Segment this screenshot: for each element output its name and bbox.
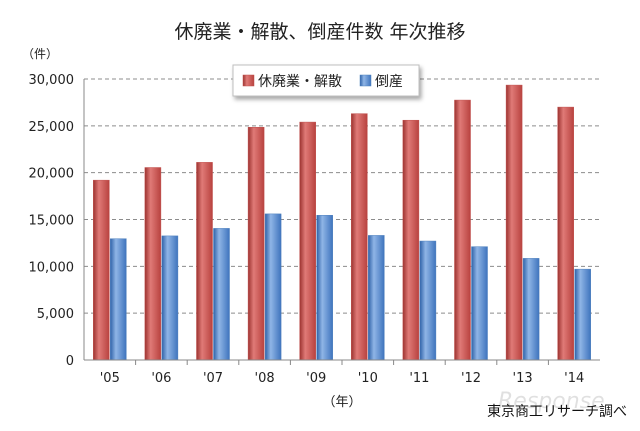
x-tick-label: '05: [100, 371, 120, 386]
x-tick-label: '14: [564, 371, 584, 386]
x-tick-label: '11: [409, 371, 429, 386]
bar-bankruptcy: [419, 240, 437, 361]
chart-title: 休廃業・解散、倒産件数 年次推移: [174, 21, 465, 43]
legend-swatch: [359, 74, 372, 87]
legend-label: 倒産: [375, 74, 403, 90]
bar-bankruptcy: [110, 238, 127, 361]
legend-swatch: [242, 74, 255, 87]
bar-bankruptcy: [213, 228, 230, 361]
legend-box: [232, 64, 420, 97]
y-tick-label: 10,000: [29, 260, 75, 275]
bar-closure: [93, 179, 110, 361]
bar-closure: [144, 167, 162, 361]
bar-bankruptcy: [368, 235, 385, 361]
x-tick-label: '13: [513, 371, 533, 386]
bar-closure: [557, 106, 574, 361]
bar-closure: [299, 121, 316, 361]
source-note: 東京商工リサーチ調べ: [487, 404, 627, 420]
bar-closure: [454, 99, 471, 361]
y-tick-label: 25,000: [29, 120, 75, 135]
y-tick-label: 30,000: [29, 73, 75, 88]
bar-closure: [402, 119, 420, 361]
x-tick-label: '09: [306, 371, 326, 386]
y-tick-label: 15,000: [29, 214, 75, 229]
bars: [93, 84, 591, 361]
x-tick-label: '06: [151, 371, 171, 386]
bar-bankruptcy: [522, 258, 540, 361]
bar-closure: [247, 126, 265, 361]
x-axis-label: （年）: [322, 395, 361, 410]
x-tick-label: '08: [255, 371, 275, 386]
x-tick-label: '07: [203, 371, 223, 386]
y-tick-label: 0: [66, 354, 74, 369]
bar-closure: [351, 113, 368, 361]
legend-label: 休廃業・解散: [258, 73, 342, 90]
bar-bankruptcy: [264, 213, 282, 361]
bar-closure: [505, 84, 523, 361]
legend: 休廃業・解散 倒産: [232, 64, 420, 97]
x-tick-label: '10: [358, 371, 378, 386]
bar-bankruptcy: [161, 235, 179, 361]
bar-bankruptcy: [574, 268, 591, 361]
bar-bankruptcy: [471, 246, 488, 361]
bar-closure: [196, 162, 213, 361]
watermark: Response: [498, 389, 605, 414]
y-tick-label: 5,000: [37, 307, 74, 322]
grid: [84, 78, 600, 314]
y-axis-label: （件）: [22, 47, 58, 61]
x-tick-label: '12: [461, 371, 481, 386]
y-tick-label: 20,000: [29, 167, 75, 182]
bar-bankruptcy: [316, 215, 333, 361]
axes: 0 5,000 10,000 15,000 20,000 25,000 30,000 '05 '…: [29, 73, 600, 386]
